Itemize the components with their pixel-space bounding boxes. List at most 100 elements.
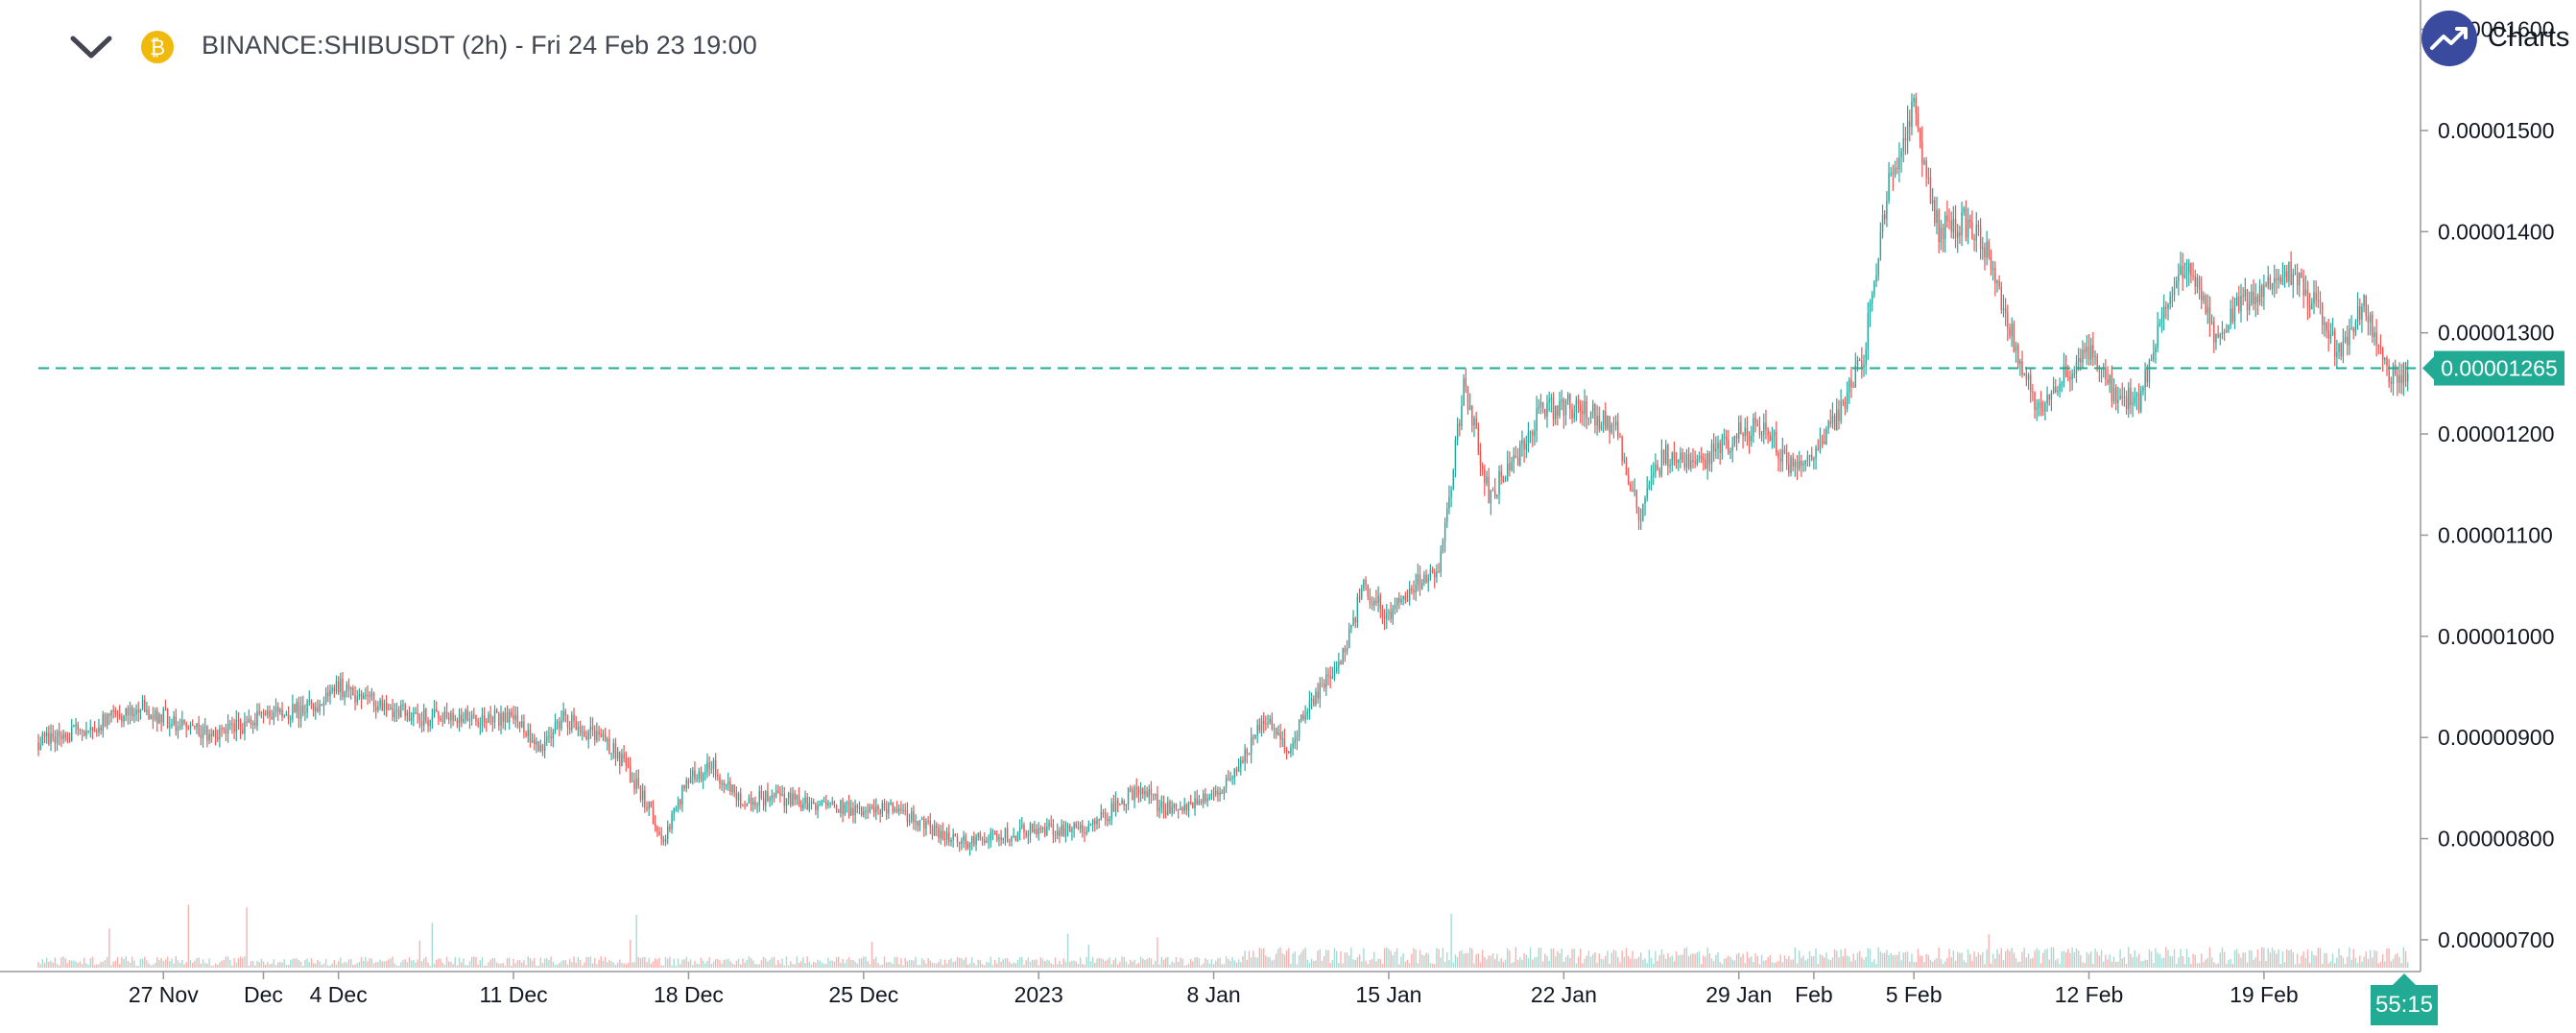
volume-bar [1940, 958, 1943, 968]
candle-body [1112, 803, 1115, 811]
candle-body [2030, 374, 2032, 392]
candle-body [1884, 214, 1886, 220]
candle-body [2240, 296, 2242, 312]
volume-bar [771, 957, 773, 968]
candle-body [1957, 232, 1959, 238]
volume-bar [2294, 964, 2297, 968]
volume-bar [1808, 950, 1811, 968]
volume-bar [2336, 957, 2338, 968]
volume-bar [1402, 952, 1404, 968]
volume-bar [543, 958, 546, 968]
price-axis[interactable]: 0.000007000.000008000.000009000.00001000… [2421, 17, 2555, 952]
candle-body [1929, 177, 1932, 204]
volume-bar [975, 965, 977, 968]
volume-bar [727, 958, 729, 968]
candle-body [1550, 397, 1553, 400]
volume-bar [1468, 947, 1471, 968]
volume-bar [1879, 951, 1882, 968]
candle-body [2390, 381, 2393, 384]
volume-bar [2302, 951, 2304, 968]
candle-body [1002, 837, 1004, 840]
volume-bar [2123, 956, 2126, 968]
volume-bar [698, 964, 700, 968]
volume-bar [2196, 963, 2199, 968]
collapse-button[interactable] [65, 25, 117, 69]
volume-bar [537, 965, 539, 968]
candle-body [1229, 779, 1231, 781]
volume-bar [1594, 951, 1596, 968]
candle-body [1621, 436, 1623, 461]
volume-bar [1352, 959, 1354, 968]
volume-bar [790, 961, 792, 968]
volume-bar [1183, 965, 1185, 968]
volume-bar [2032, 957, 2034, 968]
candle-body [518, 721, 521, 728]
volume-bar [1452, 962, 1454, 968]
volume-bar [2369, 949, 2372, 968]
volume-bar [2359, 955, 2361, 968]
volume-bar [1963, 960, 1965, 968]
candle-body [1815, 447, 1817, 459]
candle-body [2094, 356, 2096, 358]
volume-bar [306, 958, 308, 968]
volume-bar [473, 956, 475, 968]
volume-bar [1423, 955, 1425, 968]
candle-body [1653, 472, 1655, 476]
volume-bar [1306, 959, 1308, 968]
candle-body [867, 810, 869, 812]
candle-body [1452, 469, 1454, 491]
candle-body [1014, 835, 1017, 841]
volume-bar [1946, 957, 1948, 968]
volume-bar [1988, 934, 1990, 968]
candle-body [2294, 273, 2297, 275]
volume-bar [1079, 957, 1082, 968]
volume-bar [2372, 957, 2373, 968]
volume-bar [1627, 955, 1630, 968]
candle-body [1212, 793, 1215, 795]
volume-bar [62, 956, 64, 968]
volume-bar [1014, 963, 1017, 968]
brand-logo[interactable]: Charts [2419, 8, 2576, 69]
volume-bar [2128, 947, 2130, 968]
candle-body [438, 711, 440, 719]
volume-bar [2258, 961, 2261, 968]
time-axis[interactable]: 27 Nov Dec 4 Dec 11 Dec 18 Dec 25 Dec 2023 8 Ja… [129, 972, 2299, 1007]
volume-bar [725, 959, 727, 968]
volume-bar [511, 965, 513, 968]
candle-body [1609, 416, 1610, 433]
candle-body [794, 793, 796, 800]
volume-bar [1852, 953, 1854, 968]
candle-body [1794, 461, 1797, 468]
candle-body [1842, 400, 1844, 402]
candle-body [662, 839, 665, 843]
candle-body [404, 704, 406, 716]
volume-bar [1150, 958, 1153, 968]
candle-body [1773, 431, 1776, 436]
candle-body [206, 726, 208, 741]
volume-bar [461, 962, 463, 968]
volume-bar [2089, 951, 2092, 968]
volume-bar [1277, 949, 1279, 968]
candle-body [333, 687, 336, 692]
candle-body [1235, 768, 1238, 772]
candle-body [1352, 617, 1354, 625]
candle-body [813, 801, 815, 804]
volume-bar [1909, 961, 1911, 968]
volume-bar [2021, 951, 2023, 968]
candle-body [448, 717, 450, 720]
volume-bar [260, 958, 263, 968]
candle-body [1438, 571, 1440, 573]
candle-body [646, 807, 648, 809]
volume-bar [144, 956, 146, 968]
volume-bar [1680, 954, 1682, 968]
volume-bar [2132, 956, 2134, 968]
candle-body [685, 780, 687, 789]
volume-bar [913, 960, 915, 968]
candle-body [64, 733, 66, 738]
brand-label: Charts [2488, 22, 2570, 53]
candle-body [1580, 404, 1582, 411]
volume-bar [433, 963, 436, 968]
candle-body [2379, 346, 2382, 348]
volume-bar [179, 962, 181, 968]
